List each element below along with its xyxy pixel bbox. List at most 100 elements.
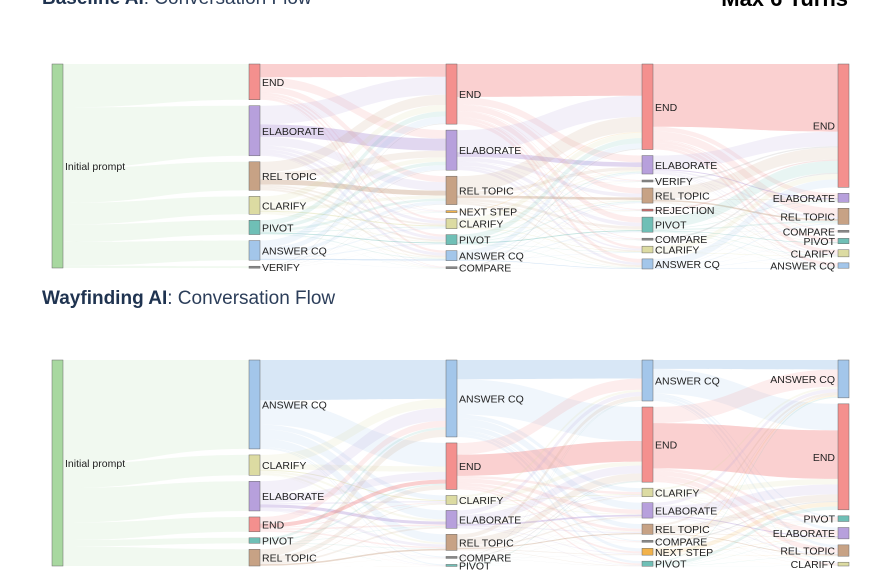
baseline-node-1-rel-topic <box>248 161 261 191</box>
wayfinding-link-3-clarify-to-end <box>653 478 838 496</box>
baseline-link-2-pivot-to-elaborate <box>457 171 642 242</box>
baseline-link-2-clarify-to-pivot <box>457 226 642 231</box>
baseline-link-1-rel-topic-to-end <box>260 94 446 173</box>
wayfinding-link-3-elaborate-to-pivot <box>653 515 838 521</box>
baseline-link-3-rel-topic-to-pivot <box>653 201 838 243</box>
baseline-node-3-verify <box>641 179 654 183</box>
baseline-link-0-initial-prompt-to-end <box>63 64 249 108</box>
wayfinding-link-3-pivot-to-end <box>653 506 838 566</box>
wayfinding-node-2-compare <box>445 556 458 559</box>
baseline-link-0-initial-prompt-to-clarify <box>63 196 249 225</box>
wayfinding-link-2-elaborate-to-clarify <box>457 494 642 525</box>
baseline-link-2-rel-topic-to-rel-topic <box>457 195 642 200</box>
wayfinding-link-1-rel-topic-to-pivot <box>260 565 446 567</box>
wayfinding-link-3-pivot-to-answer-cq <box>653 396 838 563</box>
wayfinding-node-1-rel-topic <box>248 549 261 567</box>
baseline-link-2-compare-to-rejection <box>457 211 642 269</box>
wayfinding-link-2-pivot-to-rel-topic <box>457 534 642 567</box>
wayfinding-node-1-pivot <box>248 537 261 544</box>
baseline-link-3-answer-cq-to-compare <box>653 232 838 268</box>
baseline-link-1-elaborate-to-pivot <box>260 149 446 240</box>
wayfinding-link-1-answer-cq-to-compare <box>260 447 446 558</box>
wayfinding-node-4-elaborate <box>837 527 850 540</box>
wayfinding-link-2-rel-topic-to-elaborate <box>457 516 642 549</box>
baseline-link-3-pivot-to-answer-cq <box>653 231 838 268</box>
wayfinding-node-3-answer-cq <box>641 359 654 402</box>
wayfinding-link-2-clarify-to-rel-topic <box>457 503 642 533</box>
wayfinding-link-2-elaborate-to-answer-cq <box>457 391 642 515</box>
baseline-link-1-end-to-rel-topic <box>260 86 446 183</box>
baseline-link-1-clarify-to-compare <box>260 214 446 269</box>
baseline-link-2-answer-cq-to-rel-topic <box>457 202 642 259</box>
baseline-link-3-clarify-to-rel-topic <box>653 222 838 253</box>
baseline-node-label-4-rel-topic: REL TOPIC <box>780 211 835 223</box>
baseline-link-2-compare-to-verify <box>457 181 642 269</box>
baseline-link-3-rel-topic-to-elaborate <box>653 199 838 201</box>
baseline-link-2-next-step-to-end <box>457 131 642 212</box>
wayfinding-link-1-end-to-elaborate <box>260 524 446 531</box>
baseline-link-1-pivot-to-end <box>260 111 446 226</box>
baseline-link-1-rel-topic-to-rel-topic <box>260 179 446 196</box>
baseline-link-2-compare-to-pivot <box>457 232 642 269</box>
wayfinding-link-1-end-to-pivot <box>260 531 446 567</box>
wayfinding-link-1-rel-topic-to-rel-topic <box>260 548 446 566</box>
wayfinding-nodes: Initial prompt ANSWER CQ CLARIFY ELABORATE E… <box>51 359 850 570</box>
baseline-node-label-3-clarify: CLARIFY <box>655 245 699 257</box>
baseline-node-4-answer-cq <box>837 262 850 269</box>
wayfinding-link-2-rel-topic-to-pivot <box>457 549 642 567</box>
baseline-link-3-clarify-to-pivot <box>653 243 838 253</box>
baseline-link-3-compare-to-answer-cq <box>653 240 838 268</box>
wayfinding-link-2-compare-to-pivot <box>457 558 642 567</box>
wayfinding-link-3-rel-topic-to-elaborate <box>653 532 838 538</box>
wayfinding-link-2-end-to-pivot <box>457 488 642 565</box>
wayfinding-link-3-end-to-rel-topic <box>653 475 838 553</box>
baseline-link-2-pivot-to-compare <box>457 239 642 244</box>
baseline-node-3-end <box>641 63 654 150</box>
wayfinding-node-label-4-pivot: PIVOT <box>803 514 835 526</box>
wayfinding-node-4-end <box>837 403 850 511</box>
wayfinding-link-1-answer-cq-to-pivot <box>260 447 446 566</box>
wayfinding-link-2-clarify-to-end <box>457 461 642 502</box>
wayfinding-node-label-3-compare: COMPARE <box>655 536 707 548</box>
baseline-node-label-3-rel-topic: REL TOPIC <box>655 191 710 203</box>
baseline-link-2-elaborate-to-verify <box>457 156 642 182</box>
wayfinding-link-3-rel-topic-to-rel-topic <box>653 533 838 556</box>
wayfinding-link-2-rel-topic-to-compare <box>457 542 642 550</box>
wayfinding-link-2-pivot-to-next-step <box>457 555 642 567</box>
baseline-link-1-pivot-to-pivot <box>260 232 446 244</box>
wayfinding-link-0-initial-prompt-to-clarify <box>63 454 249 488</box>
baseline-link-3-rejection-to-end <box>653 159 838 211</box>
baseline-link-3-rel-topic-to-compare <box>653 201 838 232</box>
wayfinding-node-2-clarify <box>445 495 458 505</box>
baseline-link-3-answer-cq-to-rel-topic <box>653 223 838 268</box>
baseline-link-1-answer-cq-to-elaborate <box>260 165 446 253</box>
baseline-link-3-rel-topic-to-clarify <box>653 201 838 256</box>
wayfinding-link-1-elaborate-to-compare <box>260 510 446 558</box>
baseline-link-1-pivot-to-rel-topic <box>260 198 446 232</box>
baseline-node-label-1-clarify: CLARIFY <box>262 200 306 212</box>
wayfinding-link-2-clarify-to-clarify <box>457 494 642 503</box>
baseline-link-2-elaborate-to-compare <box>457 165 642 240</box>
wayfinding-link-3-elaborate-to-answer-cq <box>653 388 838 507</box>
baseline-node-2-end <box>445 63 458 125</box>
wayfinding-link-2-rel-topic-to-end <box>457 473 642 546</box>
baseline-link-3-end-to-answer-cq <box>653 146 838 266</box>
baseline-link-2-rel-topic-to-rejection <box>457 198 642 211</box>
wayfinding-link-1-answer-cq-to-clarify <box>260 424 446 500</box>
baseline-link-2-pivot-to-answer-cq <box>457 243 642 269</box>
wayfinding-link-2-rel-topic-to-rel-topic <box>457 533 642 550</box>
baseline-link-2-answer-cq-to-end <box>457 143 642 257</box>
wayfinding-node-label-0-initial-prompt: Initial prompt <box>65 458 125 470</box>
baseline-link-1-answer-cq-to-clarify <box>260 227 446 258</box>
baseline-link-2-rel-topic-to-pivot <box>457 198 642 230</box>
wayfinding-link-3-clarify-to-answer-cq <box>653 386 838 491</box>
wayfinding-link-3-next-step-to-end <box>653 502 838 554</box>
wayfinding-node-label-1-rel-topic: REL TOPIC <box>262 553 317 565</box>
baseline-link-3-rejection-to-elaborate <box>653 200 838 211</box>
wayfinding-node-3-next-step <box>641 548 654 556</box>
baseline-link-1-end-to-answer-cq <box>260 97 446 253</box>
baseline-link-1-pivot-to-elaborate <box>260 161 446 230</box>
wayfinding-link-3-compare-to-elaborate <box>653 537 838 543</box>
wayfinding-link-3-pivot-to-rel-topic <box>653 555 838 567</box>
baseline-link-3-elaborate-to-rel-topic <box>653 170 838 219</box>
